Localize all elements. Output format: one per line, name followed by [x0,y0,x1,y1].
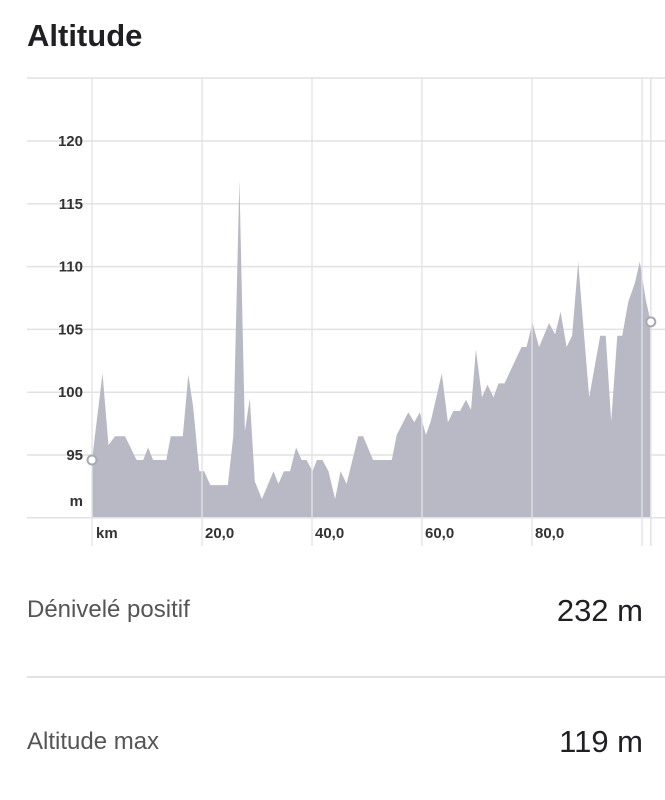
x-tick-label: 40,0 [315,525,344,542]
start-point-marker [86,454,98,466]
y-tick-label: 110 [59,259,83,276]
x-axis-unit-label: km [96,525,118,542]
elevation-gain-value: 232 m [556,593,643,628]
x-tick-label: 60,0 [425,525,454,542]
section-title: Altitude [27,18,143,53]
y-axis-unit-label: m [70,493,83,510]
divider [27,676,665,678]
y-tick-label: 115 [59,196,83,213]
y-tick-label: 95 [66,447,83,464]
y-tick-label: 105 [58,321,83,338]
y-tick-label: 120 [58,133,83,150]
max-altitude-label: Altitude max [27,728,160,755]
y-tick-label: 100 [58,384,83,401]
altitude-chart: 95 100 105 110 115 120 20,0 40,0 60,0 80,0 kmm [27,77,665,546]
x-tick-label: 20,0 [205,525,234,542]
elevation-gain-label: Dénivelé positif [27,596,190,623]
end-point-marker [645,316,657,328]
max-altitude-value: 119 m [559,724,643,759]
altitude-area [92,179,651,518]
x-tick-label: 80,0 [535,525,564,542]
